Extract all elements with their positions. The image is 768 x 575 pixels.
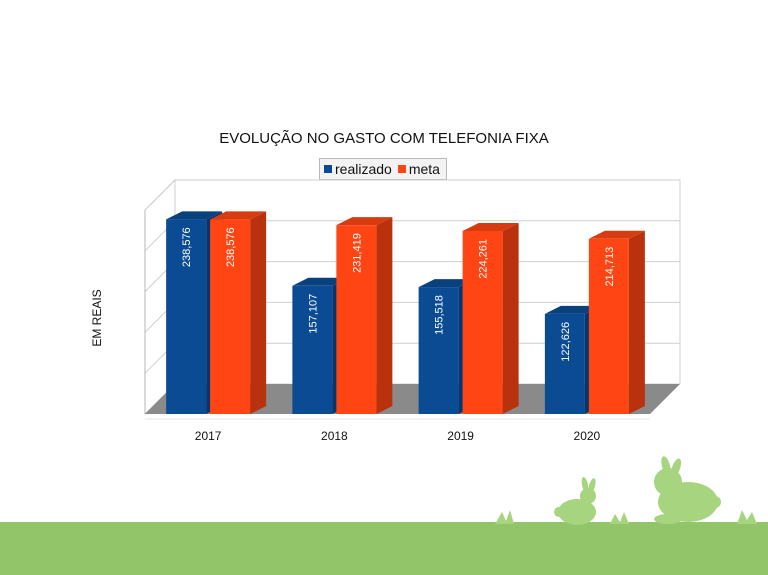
bar-realizado-2019 bbox=[418, 287, 459, 414]
bar-side bbox=[628, 230, 645, 414]
bar-meta-2018 bbox=[336, 225, 377, 414]
bar-top bbox=[462, 223, 519, 232]
data-label: 157,107 bbox=[307, 294, 319, 334]
bar-top bbox=[588, 230, 645, 239]
x-tick-label: 2017 bbox=[195, 429, 222, 443]
bar-realizado-2020 bbox=[544, 313, 585, 414]
bar-meta-2020 bbox=[588, 238, 629, 414]
bar-meta-2017 bbox=[210, 219, 251, 414]
data-label: 231,419 bbox=[351, 233, 363, 273]
data-label: 214,713 bbox=[604, 247, 616, 287]
data-label: 238,576 bbox=[181, 227, 193, 267]
x-tick-label: 2018 bbox=[321, 429, 348, 443]
data-label: 122,626 bbox=[560, 322, 572, 362]
bar-realizado-2018 bbox=[292, 285, 333, 414]
bar-side bbox=[250, 211, 267, 414]
bar-top bbox=[418, 279, 475, 288]
legend-swatch-realizado bbox=[324, 165, 332, 173]
bar-top bbox=[166, 211, 223, 220]
x-tick-label: 2019 bbox=[447, 429, 474, 443]
data-label: 238,576 bbox=[225, 227, 237, 267]
data-label: 224,261 bbox=[478, 239, 490, 279]
bar-side bbox=[502, 223, 519, 414]
chart-title: EVOLUÇÃO NO GASTO COM TELEFONIA FIXA bbox=[219, 130, 549, 147]
bar-meta-2019 bbox=[462, 231, 503, 414]
bar-side bbox=[376, 217, 393, 414]
bar-top bbox=[336, 217, 393, 226]
bar-top bbox=[544, 305, 601, 314]
grass-strip bbox=[0, 522, 768, 575]
legend-entry-meta: meta bbox=[397, 161, 440, 177]
grass-tuft-icon bbox=[495, 510, 757, 524]
chart-legend: realizado meta bbox=[319, 158, 447, 180]
bar-top bbox=[292, 277, 349, 286]
legend-label-realizado: realizado bbox=[335, 161, 392, 177]
bunny-icon bbox=[554, 456, 721, 525]
bar-chart: 238,576 238,576 2017 157,107 231,419 2018 155,… bbox=[144, 178, 681, 443]
legend-entry-realizado: realizado bbox=[324, 161, 392, 177]
bar-top bbox=[210, 211, 267, 220]
gridline bbox=[144, 179, 176, 211]
legend-swatch-meta bbox=[397, 165, 406, 173]
x-tick-label: 2020 bbox=[574, 429, 601, 443]
legend-label-meta: meta bbox=[408, 161, 440, 177]
data-label: 155,518 bbox=[434, 295, 446, 335]
bar-realizado-2017 bbox=[166, 219, 207, 414]
